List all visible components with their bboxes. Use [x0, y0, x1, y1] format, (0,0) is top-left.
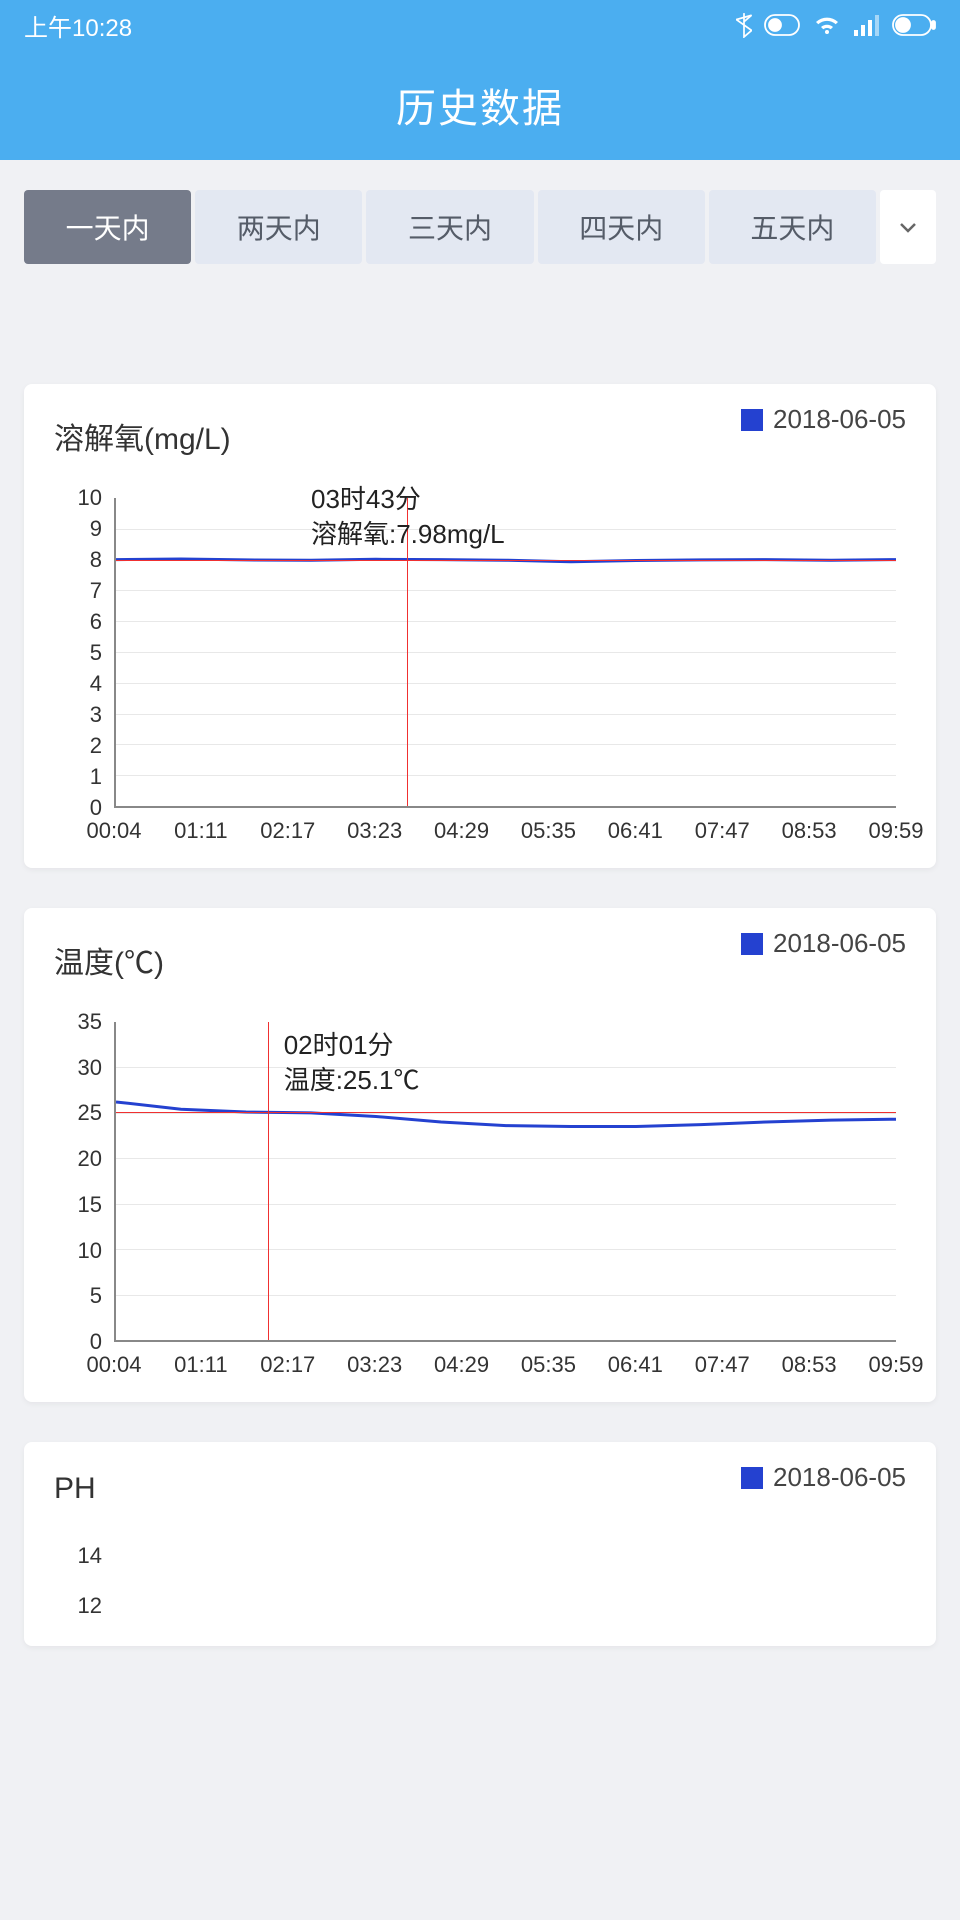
y-tick: 25 — [78, 1100, 102, 1126]
tab-2[interactable]: 三天内 — [366, 190, 533, 264]
legend-date: 2018-06-05 — [773, 928, 906, 959]
tab-1[interactable]: 两天内 — [195, 190, 362, 264]
chart-card-0: 2018-06-05溶解氧(mg/L)03时43分溶解氧:7.98mg/L109… — [24, 384, 936, 868]
y-tick: 2 — [90, 733, 102, 759]
x-tick: 01:11 — [174, 1352, 227, 1378]
chevron-down-icon — [896, 215, 920, 239]
tabs-more-button[interactable] — [880, 190, 936, 264]
tab-4[interactable]: 五天内 — [709, 190, 876, 264]
page-title: 历史数据 — [396, 76, 564, 134]
y-tick: 4 — [90, 671, 102, 697]
chart-tooltip: 02时01分温度:25.1℃ — [284, 1028, 420, 1098]
x-tick: 00:04 — [86, 818, 141, 844]
legend-date: 2018-06-05 — [773, 1462, 906, 1493]
y-tick: 10 — [78, 485, 102, 511]
tab-0[interactable]: 一天内 — [24, 190, 191, 264]
chart-tooltip: 03时43分溶解氧:7.98mg/L — [311, 482, 505, 552]
y-axis: 109876543210 — [44, 498, 110, 808]
plot-area: 03时43分溶解氧:7.98mg/L — [114, 498, 896, 808]
x-tick: 04:29 — [434, 818, 489, 844]
x-tick: 09:59 — [868, 818, 923, 844]
y-tick: 1 — [90, 764, 102, 790]
legend-swatch — [741, 409, 763, 431]
dnd-icon — [764, 14, 800, 36]
y-tick: 9 — [90, 516, 102, 542]
legend-date: 2018-06-05 — [773, 404, 906, 435]
crosshair-horizontal — [116, 1112, 896, 1113]
chart-legend: 2018-06-05 — [741, 928, 906, 959]
x-tick: 02:17 — [260, 1352, 315, 1378]
x-axis: 00:0401:1102:1703:2304:2905:3506:4107:47… — [114, 812, 896, 848]
y-tick: 10 — [78, 1238, 102, 1264]
x-tick: 05:35 — [521, 818, 576, 844]
charts-container: 2018-06-05溶解氧(mg/L)03时43分溶解氧:7.98mg/L109… — [0, 384, 960, 1646]
y-axis: 35302520151050 — [44, 1022, 110, 1342]
tooltip-time: 03时43分 — [311, 482, 505, 517]
x-tick: 02:17 — [260, 818, 315, 844]
legend-swatch — [741, 933, 763, 955]
y-tick: 7 — [90, 578, 102, 604]
y-tick: 6 — [90, 609, 102, 635]
x-tick: 08:53 — [782, 1352, 837, 1378]
bluetooth-icon — [736, 12, 752, 38]
chart-legend: 2018-06-05 — [741, 404, 906, 435]
x-tick: 09:59 — [868, 1352, 923, 1378]
chart-card-2: 2018-06-05PH1412 — [24, 1442, 936, 1646]
plot-area: 02时01分温度:25.1℃ — [114, 1022, 896, 1342]
x-tick: 01:11 — [174, 818, 227, 844]
y-tick: 8 — [90, 547, 102, 573]
tooltip-value: 温度:25.1℃ — [284, 1063, 420, 1098]
tooltip-time: 02时01分 — [284, 1028, 420, 1063]
x-axis: 00:0401:1102:1703:2304:2905:3506:4107:47… — [114, 1346, 896, 1382]
x-tick: 04:29 — [434, 1352, 489, 1378]
chart-plot[interactable]: 14 12 — [44, 1536, 906, 1626]
y-tick: 20 — [78, 1146, 102, 1172]
crosshair-vertical — [268, 1022, 269, 1340]
chart-plot[interactable]: 02时01分温度:25.1℃3530252015105000:0401:1102… — [44, 1012, 906, 1382]
x-tick: 03:23 — [347, 818, 402, 844]
y-tick: 12 — [78, 1593, 102, 1619]
y-tick: 5 — [90, 1283, 102, 1309]
signal-icon — [854, 14, 880, 36]
y-tick: 3 — [90, 702, 102, 728]
series-line — [116, 498, 896, 806]
status-bar: 上午10:28 — [0, 0, 960, 50]
x-tick: 06:41 — [608, 1352, 663, 1378]
status-time: 上午10:28 — [24, 8, 132, 43]
page-header: 历史数据 — [0, 50, 960, 160]
chart-plot[interactable]: 03时43分溶解氧:7.98mg/L10987654321000:0401:11… — [44, 488, 906, 848]
y-tick: 30 — [78, 1055, 102, 1081]
status-icons — [736, 12, 936, 38]
x-tick: 06:41 — [608, 818, 663, 844]
chart-card-1: 2018-06-05温度(℃)02时01分温度:25.1℃35302520151… — [24, 908, 936, 1402]
x-tick: 07:47 — [695, 1352, 750, 1378]
x-tick: 00:04 — [86, 1352, 141, 1378]
tab-3[interactable]: 四天内 — [538, 190, 705, 264]
x-tick: 07:47 — [695, 818, 750, 844]
series-line — [116, 1022, 896, 1340]
wifi-icon — [812, 14, 842, 36]
y-axis: 14 12 — [44, 1546, 110, 1626]
crosshair-horizontal — [116, 560, 896, 561]
y-tick: 15 — [78, 1192, 102, 1218]
battery-icon — [892, 14, 936, 36]
y-tick: 35 — [78, 1009, 102, 1035]
time-range-tabs: 一天内两天内三天内四天内五天内 — [0, 160, 960, 264]
legend-swatch — [741, 1467, 763, 1489]
x-tick: 05:35 — [521, 1352, 576, 1378]
chart-legend: 2018-06-05 — [741, 1462, 906, 1493]
tooltip-value: 溶解氧:7.98mg/L — [311, 517, 505, 552]
x-tick: 03:23 — [347, 1352, 402, 1378]
y-tick: 5 — [90, 640, 102, 666]
x-tick: 08:53 — [782, 818, 837, 844]
y-tick: 14 — [78, 1543, 102, 1569]
